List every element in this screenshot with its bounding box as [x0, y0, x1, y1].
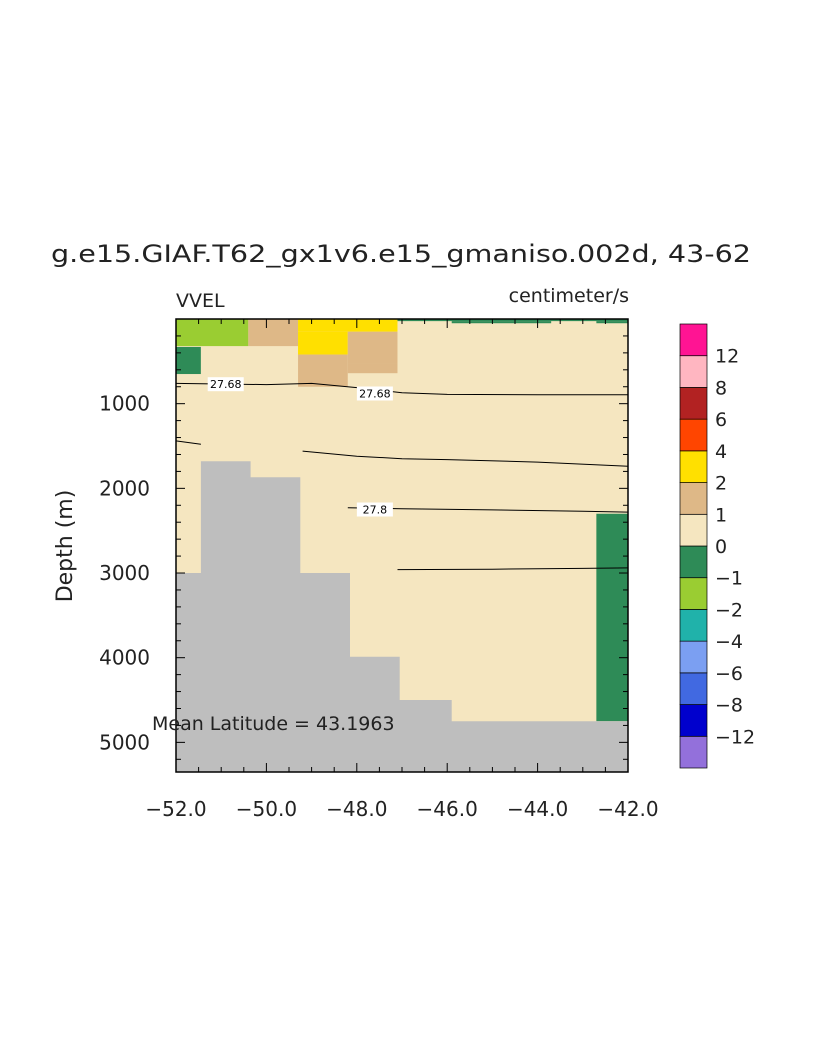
velocity-cell-11 — [596, 513, 628, 722]
velocity-cell-5 — [298, 354, 348, 387]
velocity-cell-2 — [298, 319, 398, 332]
colorbar-label-9: 4 — [715, 441, 727, 463]
colorbar-swatch-9 — [679, 450, 708, 483]
colorbar-swatch-0 — [679, 735, 708, 769]
contour-label-bg-0-1 — [356, 386, 393, 401]
velocity-cell-1 — [248, 319, 299, 347]
colorbar-swatch-10 — [679, 418, 708, 452]
x-tick-label: −48.0 — [326, 797, 387, 821]
velocity-cell-3 — [298, 331, 348, 355]
contour-label-0-1: 27.68 — [359, 388, 391, 401]
colorbar-swatch-13 — [679, 323, 708, 357]
colorbar-label-7: 1 — [715, 504, 727, 526]
colorbar-swatch-1 — [679, 704, 708, 737]
y-tick-label: 5000 — [99, 730, 150, 754]
contour-line-4 — [397, 567, 629, 571]
colorbar-label-11: 8 — [715, 377, 727, 399]
colorbar-label-8: 2 — [715, 473, 727, 495]
colorbar-label-2: −6 — [715, 663, 743, 685]
y-tick-label: 4000 — [99, 646, 150, 670]
x-tick-label: −42.0 — [597, 797, 658, 821]
y-tick-label: 3000 — [99, 561, 150, 585]
colorbar-label-5: −1 — [715, 568, 743, 590]
colorbar-swatch-4 — [679, 609, 708, 642]
colorbar-swatch-2 — [679, 672, 708, 705]
contour-label-bg-0-0 — [207, 377, 244, 392]
contour-line-1 — [175, 440, 201, 445]
contour-label-3-0: 27.8 — [363, 504, 388, 517]
colorbar-label-1: −8 — [715, 695, 743, 717]
chart-title: g.e15.GIAF.T62_gx1v6.e15_gmaniso.002d, 4… — [51, 240, 751, 268]
axis-ticks — [175, 319, 629, 772]
variable-label: VVEL — [176, 290, 225, 312]
colorbar-swatch-12 — [679, 355, 708, 388]
x-tick-label: −46.0 — [417, 797, 478, 821]
density-contours: 27.68 27.68 27.8 — [175, 377, 629, 571]
velocity-cells — [176, 319, 628, 722]
y-tick-label: 1000 — [99, 392, 150, 416]
velocity-cell-8 — [397, 319, 628, 322]
colorbar-swatch-3 — [679, 640, 708, 674]
colorbar-swatch-5 — [679, 577, 708, 610]
velocity-cell-10 — [596, 321, 628, 324]
y-tick-label: 2000 — [99, 476, 150, 500]
contour-line-2 — [302, 450, 629, 467]
x-tick-label: −50.0 — [236, 797, 297, 821]
contour-label-bg-3-0 — [356, 502, 393, 517]
colorbar-label-6: 0 — [715, 536, 727, 558]
colorbar-swatch-11 — [679, 387, 708, 420]
colorbar — [679, 323, 708, 769]
colorbar-label-4: −2 — [715, 599, 743, 621]
velocity-cell-6 — [347, 363, 398, 374]
y-tick-labels: 1000 2000 3000 4000 5000 — [99, 392, 150, 755]
colorbar-label-0: −12 — [715, 726, 755, 748]
colorbar-swatch-8 — [679, 482, 708, 515]
colorbar-label-3: −4 — [715, 631, 743, 653]
colorbar-label-12: 12 — [715, 346, 739, 368]
colorbar-swatch-6 — [679, 545, 708, 579]
x-tick-labels: −52.0 −50.0 −48.0 −46.0 −44.0 −42.0 — [145, 797, 658, 821]
colorbar-swatch-7 — [679, 513, 708, 547]
velocity-cell-9 — [451, 321, 552, 324]
land-mask — [176, 461, 628, 772]
plot-area: 27.68 27.68 27.8 — [175, 318, 629, 773]
contour-label-0-0: 27.68 — [210, 378, 242, 391]
x-tick-label: −52.0 — [145, 797, 206, 821]
velocity-cell-4 — [347, 331, 398, 364]
x-tick-label: −44.0 — [507, 797, 568, 821]
velocity-cell-0 — [176, 319, 249, 347]
colorbar-label-10: 6 — [715, 409, 727, 431]
mean-latitude-annotation: Mean Latitude = 43.1963 — [152, 713, 395, 735]
units-label: centimeter/s — [509, 285, 629, 307]
y-axis-label: Depth (m) — [53, 490, 78, 603]
